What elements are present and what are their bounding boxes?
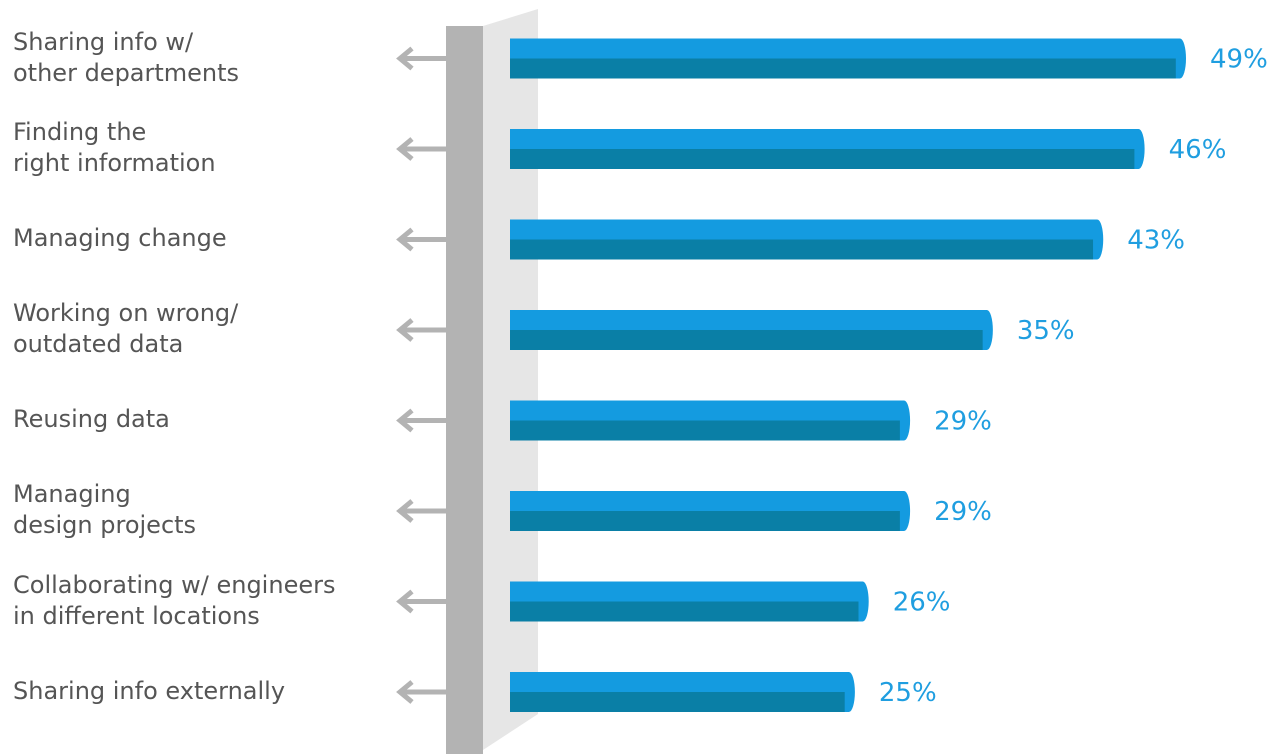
category-label: Working on wrong/ outdated data (13, 299, 239, 358)
bar (510, 219, 1104, 260)
value-label: 29% (934, 497, 992, 527)
category-label: Collaborating w/ engineers in different … (13, 570, 336, 630)
arrow-left-icon (396, 227, 446, 252)
value-label: 29% (934, 407, 992, 437)
category-label: Managing design projects (13, 480, 197, 539)
wall-graphic (446, 9, 538, 754)
bar (510, 491, 911, 531)
value-label: 49% (1210, 45, 1268, 75)
value-label: 26% (893, 588, 951, 618)
category-label: Finding the right information (13, 118, 216, 177)
value-label: 25% (879, 678, 937, 708)
bar (510, 400, 911, 441)
category-label: Managing change (13, 224, 227, 252)
bar (510, 129, 1145, 169)
arrow-left-icon (396, 499, 446, 523)
wall-side (483, 9, 538, 750)
bar (510, 672, 855, 712)
arrow-left-icon (396, 46, 446, 71)
value-labels: 49% 46% 43% 35% 29% 29% 26% 25% (879, 45, 1268, 709)
category-label: Reusing data (13, 405, 170, 433)
value-label: 35% (1017, 316, 1075, 346)
bar (510, 581, 869, 622)
wall-front (446, 26, 483, 754)
value-label: 46% (1169, 135, 1227, 165)
value-label: 43% (1127, 226, 1185, 256)
arrow-left-icon (396, 589, 446, 614)
category-label: Sharing info externally (13, 676, 286, 705)
bar (510, 38, 1186, 79)
bars (510, 38, 1186, 712)
arrow-left-icon (396, 318, 446, 342)
category-label: Sharing info w/ other departments (13, 27, 240, 87)
arrow-icons (396, 46, 446, 704)
arrow-left-icon (396, 680, 446, 704)
arrow-left-icon (396, 408, 446, 433)
arrow-left-icon (396, 137, 446, 161)
bar (510, 310, 993, 350)
